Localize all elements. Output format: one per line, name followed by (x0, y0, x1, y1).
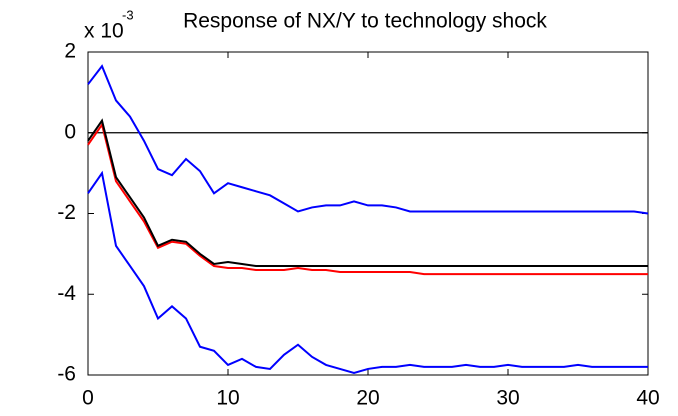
y-tick-label: 2 (64, 40, 76, 63)
y-tick-label: -2 (57, 201, 76, 224)
line-series (87, 118, 648, 267)
x-tick-label: 40 (636, 387, 659, 410)
y-tick-label: -6 (57, 363, 76, 386)
y-tick-label: 0 (64, 120, 76, 143)
x-tick-label: 30 (496, 387, 519, 410)
y-tick-label: -4 (57, 282, 76, 305)
chart-title: Response of NX/Y to technology shock (183, 10, 547, 33)
line-series (87, 170, 648, 375)
y-scale-label: x 10 (84, 20, 124, 43)
y-scale-exponent: -3 (122, 7, 134, 22)
line-series (87, 64, 649, 215)
x-tick-label: 0 (82, 387, 94, 410)
x-tick-label: 20 (356, 387, 379, 410)
line-series (87, 122, 648, 276)
x-tick-label: 10 (216, 387, 239, 410)
plot-frame (87, 51, 649, 376)
